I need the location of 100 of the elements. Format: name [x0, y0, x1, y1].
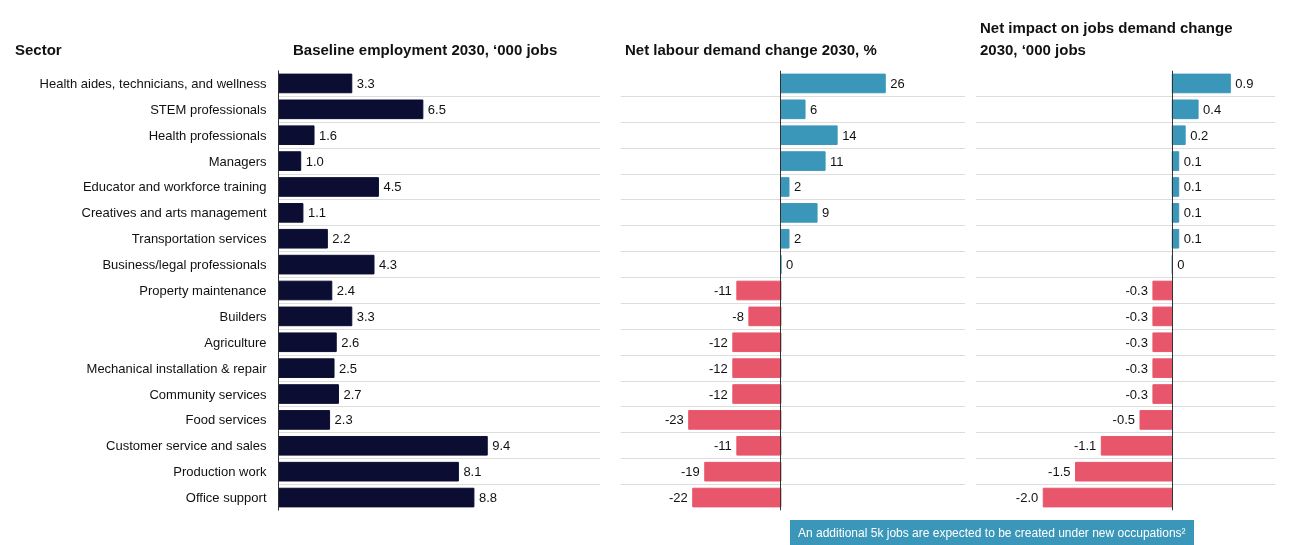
data-label: -12	[709, 334, 728, 350]
data-label: 1.6	[319, 127, 338, 143]
data-label: 0.1	[1183, 205, 1202, 221]
bar	[278, 410, 331, 430]
bar	[278, 254, 375, 275]
bar	[1171, 73, 1231, 94]
bar	[278, 73, 353, 94]
bar	[780, 203, 818, 223]
bar	[780, 151, 826, 171]
data-label: 0	[1177, 257, 1185, 273]
bar	[1152, 332, 1173, 353]
y-tick-label: STEM professionals	[150, 101, 267, 117]
data-label: 4.5	[383, 179, 402, 195]
data-label: -22	[668, 490, 688, 506]
data-label: 3.3	[356, 75, 375, 91]
bar	[1042, 487, 1173, 508]
data-label: 8.1	[463, 464, 482, 480]
bar	[1152, 306, 1173, 327]
data-label: -0.3	[1125, 334, 1148, 350]
y-tick-label: Educator and workforce training	[82, 179, 267, 195]
y-tick-label: Agriculture	[204, 334, 267, 350]
bar	[748, 306, 782, 327]
bar	[278, 203, 304, 223]
y-tick-label: Community services	[149, 386, 267, 402]
data-label: -0.3	[1125, 283, 1148, 298]
data-label: 4.3	[378, 257, 398, 273]
data-label: 0	[785, 257, 794, 273]
bar	[278, 280, 333, 301]
data-label: -11	[714, 283, 732, 298]
data-label: 0.1	[1183, 179, 1202, 195]
data-label: -23	[664, 412, 684, 428]
data-label: -12	[709, 360, 728, 376]
bar	[1171, 125, 1186, 146]
chart-title: Baseline employment 2030, ‘000 jobs	[293, 39, 558, 60]
y-tick-label: Customer service and sales	[106, 438, 267, 454]
data-label: 2.5	[339, 360, 358, 376]
y-tick-label: Creatives and arts management	[81, 205, 267, 221]
data-label: 2	[793, 179, 802, 195]
data-label: 2.3	[334, 412, 353, 428]
bar	[732, 358, 782, 378]
bar	[736, 435, 782, 456]
data-label: 1.1	[307, 205, 327, 221]
bar	[736, 280, 782, 301]
bar	[278, 151, 302, 171]
data-label: 0.2	[1190, 127, 1209, 143]
bar	[1152, 280, 1173, 301]
chart-title: Net labour demand change 2030, %	[625, 39, 878, 60]
data-label: 26	[890, 75, 905, 91]
data-label: 14	[842, 127, 857, 143]
bar	[780, 125, 838, 146]
bar	[278, 228, 328, 249]
bar	[704, 461, 782, 482]
bar	[732, 332, 782, 353]
bar	[278, 306, 353, 327]
bar	[1139, 410, 1173, 430]
bar	[278, 177, 379, 197]
data-label: 2.2	[332, 231, 351, 247]
data-label: -12	[709, 386, 728, 402]
data-label: -1.5	[1048, 464, 1071, 480]
bar	[780, 73, 886, 94]
y-tick-label: Transportation services	[131, 231, 267, 247]
text: An additional 5k jobs are expected to be created under new occupations²	[790, 520, 1194, 545]
bar	[732, 384, 782, 404]
bar	[1171, 99, 1199, 120]
bar	[278, 358, 335, 378]
chart-title: Net impact on jobs demand change 2030, ‘000 jobs	[980, 18, 1234, 60]
data-label: -8	[732, 308, 744, 324]
y-tick-label: Office support	[185, 490, 267, 506]
data-label: -1.1	[1073, 438, 1097, 454]
bar	[278, 461, 459, 482]
data-label: 0.1	[1183, 231, 1202, 247]
bar	[278, 332, 337, 353]
y-tick-label: Business/legal professionals	[102, 257, 267, 273]
bar	[780, 177, 790, 197]
y-tick-label: Health aides, technicians, and wellness	[39, 75, 267, 91]
data-label: 2.6	[341, 334, 360, 350]
data-label: 2.4	[336, 283, 355, 298]
bar	[688, 410, 782, 430]
data-label: 0.4	[1203, 101, 1222, 117]
y-tick-label: Production work	[173, 464, 267, 480]
data-label: 2	[793, 231, 802, 247]
data-label: -0.3	[1125, 386, 1148, 402]
bar	[278, 384, 339, 404]
y-tick-label: Builders	[219, 308, 267, 324]
y-tick-label: Food services	[185, 412, 267, 428]
bar	[1075, 461, 1173, 482]
bar	[780, 99, 806, 120]
y-tick-label: Managers	[208, 153, 267, 169]
data-label: 1.0	[305, 153, 324, 169]
y-tick-label: Property maintenance	[139, 283, 267, 298]
bar	[1100, 435, 1173, 456]
y-tick-label: Mechanical installation & repair	[86, 360, 268, 376]
bar	[278, 99, 424, 120]
data-label: -11	[714, 438, 732, 454]
bar	[692, 487, 782, 508]
y-tick-label: Health professionals	[148, 127, 267, 143]
bar	[780, 228, 790, 249]
data-label: -0.5	[1112, 412, 1136, 428]
data-label: 11	[830, 153, 844, 169]
bar	[278, 435, 488, 456]
